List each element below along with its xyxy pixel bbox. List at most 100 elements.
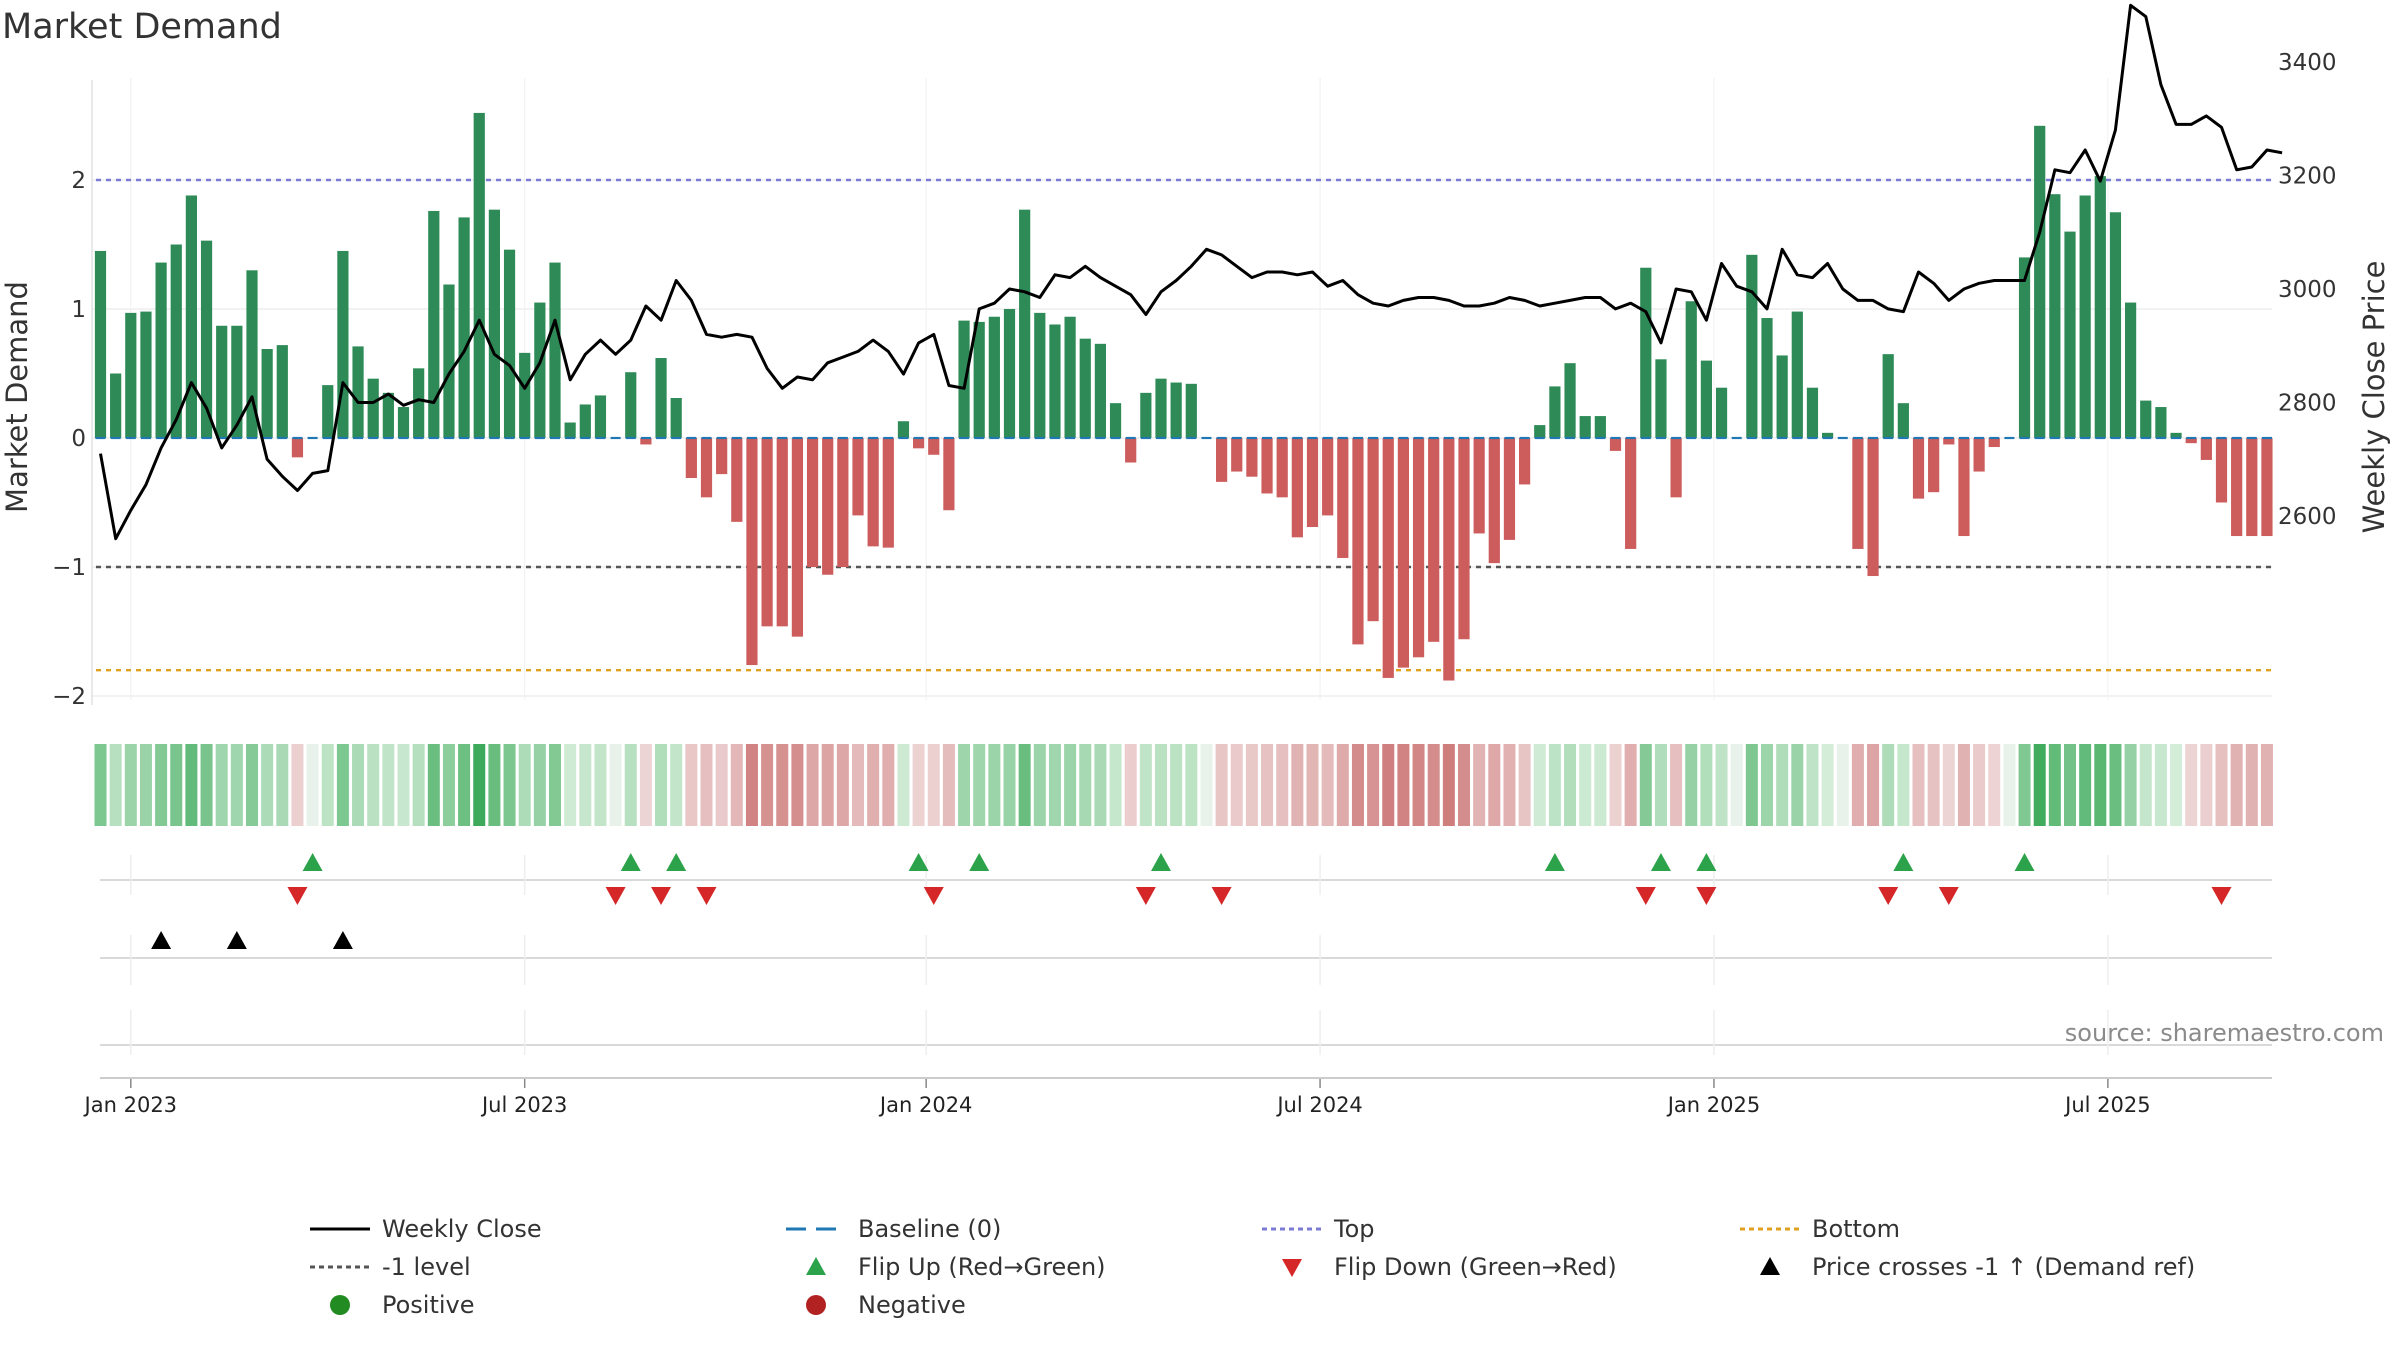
demand-bar [1609,438,1622,451]
demand-bar [2200,438,2212,460]
date-axis: Jan 2023 Jul 2023 Jan 2024 Jul 2024 Jan 2025… [83,1079,2151,1117]
demand-bar [1761,318,1773,438]
demand-bar [716,438,728,475]
demand-bar [428,210,440,438]
heat-cell [594,744,607,826]
heat-cell [336,744,349,826]
flip-up-marker [2014,853,2035,871]
flip-down-marker [696,887,717,905]
heat-cell [670,744,683,826]
demand-bar [413,368,425,438]
heat-cell [1094,744,1107,826]
flip-up-marker [1650,853,1671,871]
heat-cell [1927,744,1940,826]
demand-bar [1473,438,1485,534]
heat-cell [2048,744,2061,826]
heat-cell [685,744,698,826]
demand-bar [2109,212,2122,438]
demand-bar [594,395,607,438]
flip-up-marker [969,853,990,871]
demand-bar [1625,438,1637,549]
demand-bar [216,325,228,438]
demand-bar [1912,438,1925,499]
demand-bar [1412,438,1425,658]
right-tick-label: 3400 [2278,50,2337,76]
heat-cell [1291,744,1304,826]
demand-bar [1579,416,1591,438]
chart-title: Market Demand [2,7,282,47]
demand-bar [670,398,682,438]
date-tick-label: Jan 2023 [83,1093,178,1117]
weekly-close-line [99,3,2283,541]
heat-cell [2215,744,2228,826]
demand-bar [1655,359,1667,438]
demand-bar [882,438,894,548]
demand-bar [913,438,925,449]
demand-bar [1079,338,1091,438]
date-tick-label: Jul 2024 [1275,1093,1362,1117]
heat-cell [1776,744,1789,826]
demand-bar [125,312,137,438]
demand-bar [1958,438,1970,537]
heat-cell [1473,744,1486,826]
demand-bar [1791,311,1803,438]
demand-bar [1064,316,1076,438]
heat-cell [2003,744,2016,826]
demand-bar [943,438,955,511]
demand-bar [1715,387,1728,438]
legend-label: Baseline (0) [858,1215,1001,1243]
flip-up-marker [1893,853,1914,871]
flip-up-marker [666,853,687,871]
heat-cell [1882,744,1895,826]
flip-down-marker [2211,887,2232,905]
demand-bar [337,250,349,438]
heat-cell [776,744,789,826]
demand-bar [958,320,970,438]
demand-bar [2034,125,2046,438]
demand-bar [1049,324,1061,438]
demand-bar [322,385,334,438]
heat-cell [867,744,880,826]
heat-cell [1185,744,1198,826]
heat-cell [367,744,380,826]
legend-triangle-down-swatch [1282,1259,1302,1277]
heat-cell [155,744,168,826]
demand-bar [1988,438,2000,448]
heat-cell [2245,744,2258,826]
heat-cell [2230,744,2243,826]
demand-bar [564,422,576,438]
heat-cell [564,744,577,826]
heat-cell [1079,744,1092,826]
demand-bar [1519,438,1531,485]
axis-layer: 2 1 0 −1 −2 3400 3200 3000 2800 2600 [52,50,2336,710]
flip-down-marker [605,887,626,905]
heat-cell [1488,744,1501,826]
date-tick-label: Jan 2025 [1666,1093,1761,1117]
price-line-layer [99,3,2283,541]
heat-cell [579,744,592,826]
flip-down-marker [1135,887,1156,905]
heat-cell [1336,744,1349,826]
heat-cell [488,744,501,826]
demand-bar [1640,267,1652,438]
demand-bar [897,421,910,438]
right-tick-label: 3000 [2278,277,2337,303]
legend-label: Positive [382,1291,475,1319]
demand-bar [1776,355,1788,438]
heat-cell [1018,744,1031,826]
heat-cell [185,744,198,826]
heat-cell [624,744,637,826]
legend-label: Flip Down (Green→Red) [1334,1253,1617,1281]
legend-label: Flip Up (Red→Green) [858,1253,1106,1281]
demand-bar [397,407,410,438]
heat-cell [1912,744,1925,826]
heat-cell [503,744,516,826]
legend-circle-swatch [806,1295,826,1315]
heat-cell [2109,744,2122,826]
demand-bar [1125,438,1137,463]
heat-cell [2064,744,2076,826]
demand-bar [534,302,546,438]
left-tick-label: 2 [71,168,86,194]
legend-label: -1 level [382,1253,471,1281]
heat-cell [2154,744,2167,826]
